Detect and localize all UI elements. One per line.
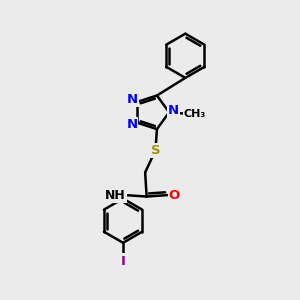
Text: CH₃: CH₃ xyxy=(184,109,206,119)
Text: S: S xyxy=(151,144,160,157)
Text: O: O xyxy=(169,189,180,202)
Text: N: N xyxy=(127,93,138,106)
Text: N: N xyxy=(168,104,179,117)
Text: I: I xyxy=(121,254,125,268)
Text: NH: NH xyxy=(105,189,126,202)
Text: N: N xyxy=(126,118,137,131)
